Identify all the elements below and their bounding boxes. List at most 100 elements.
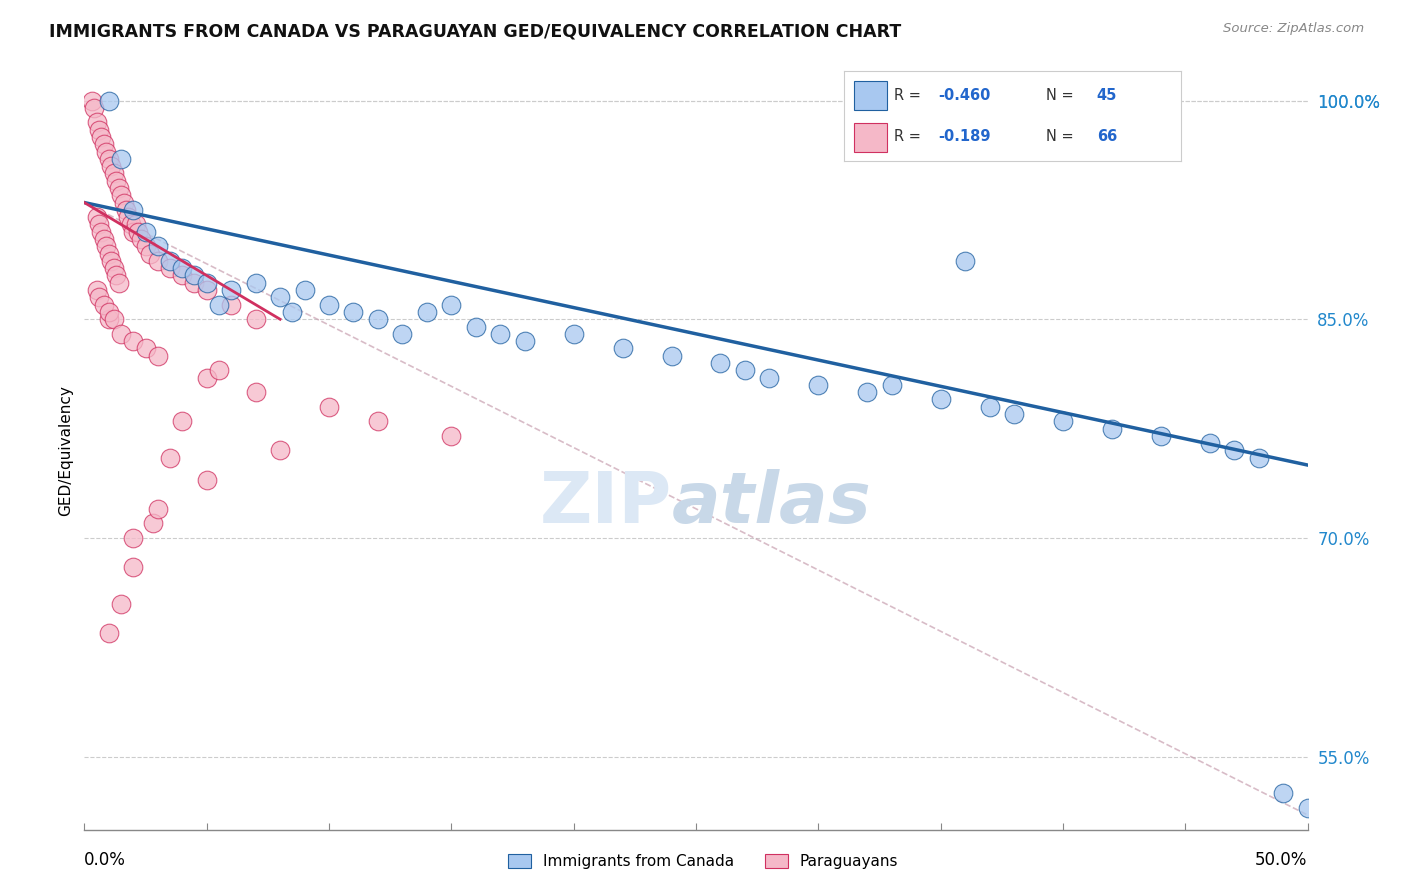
Point: [87, 122, 110, 136]
Point: [86, 115, 108, 129]
Point: [107, 181, 129, 195]
Point: [269, 290, 291, 304]
Point: [929, 392, 952, 407]
Text: R =: R =: [894, 88, 925, 103]
Point: [142, 516, 165, 531]
Point: [100, 159, 122, 173]
Point: [612, 342, 634, 356]
Point: [125, 218, 148, 232]
Point: [183, 268, 205, 283]
Text: Source: ZipAtlas.com: Source: ZipAtlas.com: [1223, 22, 1364, 36]
Point: [159, 253, 181, 268]
Point: [734, 363, 756, 377]
Text: IMMIGRANTS FROM CANADA VS PARAGUAYAN GED/EQUIVALENCY CORRELATION CHART: IMMIGRANTS FROM CANADA VS PARAGUAYAN GED…: [49, 22, 901, 40]
Point: [195, 283, 218, 297]
Point: [135, 225, 157, 239]
Point: [318, 298, 340, 312]
Point: [86, 210, 108, 224]
Point: [159, 261, 181, 276]
Point: [269, 443, 291, 458]
Point: [807, 377, 830, 392]
Point: [112, 195, 135, 210]
Point: [172, 261, 194, 276]
Point: [208, 298, 231, 312]
Point: [195, 276, 218, 290]
Point: [281, 305, 304, 319]
Point: [953, 253, 976, 268]
Point: [219, 283, 242, 297]
Point: [103, 166, 125, 180]
Point: [979, 400, 1001, 414]
Point: [661, 349, 683, 363]
Text: ZIP: ZIP: [540, 469, 672, 538]
Point: [86, 283, 108, 297]
Point: [97, 152, 120, 166]
Point: [208, 363, 231, 377]
Point: [219, 298, 242, 312]
Point: [318, 400, 340, 414]
Point: [440, 429, 463, 443]
Text: 0.0%: 0.0%: [84, 852, 127, 870]
Point: [709, 356, 731, 370]
Point: [464, 319, 486, 334]
Point: [97, 625, 120, 640]
Point: [880, 377, 903, 392]
Point: [135, 342, 157, 356]
Point: [122, 225, 145, 239]
Point: [103, 312, 125, 326]
Point: [122, 560, 145, 574]
Point: [107, 276, 129, 290]
Point: [195, 473, 218, 487]
Point: [1247, 450, 1270, 465]
Point: [80, 94, 103, 108]
Y-axis label: GED/Equivalency: GED/Equivalency: [58, 385, 73, 516]
Point: [122, 531, 145, 545]
Point: [120, 218, 142, 232]
Point: [115, 202, 138, 217]
Point: [245, 276, 267, 290]
Point: [391, 326, 413, 341]
Point: [146, 239, 169, 253]
Point: [87, 218, 110, 232]
Point: [97, 305, 120, 319]
Point: [159, 450, 181, 465]
Text: N =: N =: [1046, 88, 1078, 103]
Point: [100, 253, 122, 268]
Point: [110, 597, 132, 611]
Point: [1272, 786, 1295, 800]
Point: [294, 283, 316, 297]
Point: [342, 305, 364, 319]
Point: [87, 290, 110, 304]
Point: [1052, 414, 1074, 428]
Point: [135, 239, 157, 253]
Text: -0.460: -0.460: [938, 88, 990, 103]
Point: [110, 326, 132, 341]
Point: [90, 130, 112, 145]
Point: [93, 137, 115, 152]
Point: [367, 414, 389, 428]
Point: [1101, 421, 1123, 435]
Point: [146, 253, 169, 268]
Point: [367, 312, 389, 326]
Point: [90, 225, 112, 239]
Point: [1223, 443, 1246, 458]
Point: [129, 232, 152, 246]
Text: N =: N =: [1046, 129, 1078, 144]
Legend: Immigrants from Canada, Paraguayans: Immigrants from Canada, Paraguayans: [502, 848, 904, 875]
Text: -0.189: -0.189: [938, 129, 991, 144]
Point: [245, 385, 267, 400]
Point: [245, 312, 267, 326]
Point: [127, 225, 149, 239]
Point: [856, 385, 879, 400]
Point: [1198, 436, 1220, 450]
Point: [172, 414, 194, 428]
Point: [97, 246, 120, 260]
Point: [195, 370, 218, 384]
Point: [122, 202, 145, 217]
Point: [117, 210, 139, 224]
Point: [105, 268, 128, 283]
Bar: [853, 81, 887, 110]
Point: [1150, 429, 1173, 443]
Text: 45: 45: [1097, 88, 1116, 103]
Point: [83, 101, 105, 115]
